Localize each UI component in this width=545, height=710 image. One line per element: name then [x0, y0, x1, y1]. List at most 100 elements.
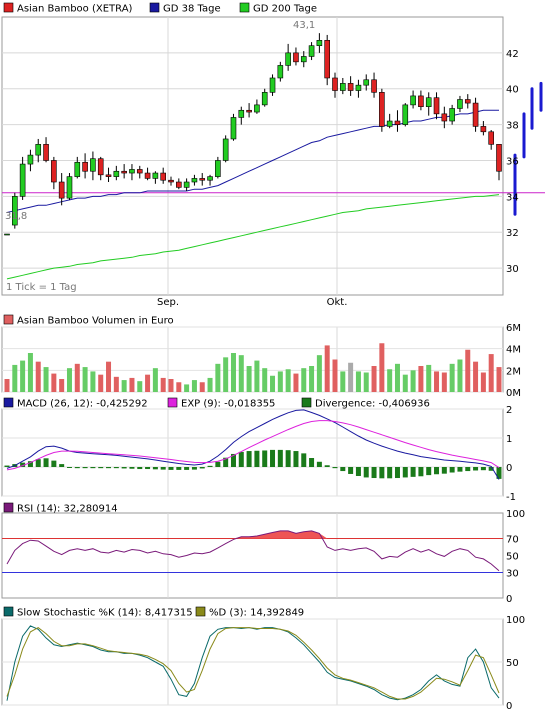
- divergence-bar: [4, 465, 10, 467]
- candle-body: [82, 161, 88, 172]
- divergence-bar: [113, 467, 119, 469]
- divergence-bar: [59, 464, 65, 467]
- candle-body: [394, 120, 401, 125]
- divergence-bar: [176, 467, 182, 470]
- volume-bar: [191, 380, 197, 392]
- volume-bar: [363, 372, 369, 392]
- macd-line: [6, 409, 500, 480]
- divergence-bar: [129, 467, 135, 469]
- volume-bar: [465, 349, 471, 392]
- candle-body: [300, 56, 307, 63]
- divergence-bar: [496, 467, 502, 479]
- divergence-bar: [441, 467, 447, 474]
- macd-legend-label: EXP (9): -0,018355: [181, 399, 275, 410]
- divergence-bar: [27, 461, 33, 467]
- volume-bar: [449, 363, 455, 392]
- divergence-bar: [238, 451, 244, 467]
- exp-line: [6, 420, 500, 471]
- price-legend-swatch: [3, 2, 14, 13]
- divergence-bar: [309, 458, 315, 467]
- y-tick-stoch: 50: [506, 658, 519, 669]
- stoch-d-line: [6, 627, 500, 700]
- price-legend-label: Asian Bamboo (XETRA): [17, 4, 133, 15]
- macd-legend-swatch: [167, 397, 178, 408]
- volume-bar: [309, 366, 315, 392]
- volume-bar: [480, 372, 486, 392]
- volume-bar: [35, 361, 41, 392]
- divergence-bar: [371, 467, 377, 479]
- candle-body: [238, 109, 245, 118]
- divergence-bar: [410, 467, 416, 477]
- candle-body: [66, 176, 73, 199]
- x-label-sep: Sep.: [157, 297, 179, 308]
- volume-bar: [74, 363, 80, 392]
- macd-legend-label: Divergence: -0,406936: [315, 399, 430, 410]
- divergence-bar: [223, 457, 229, 467]
- volume-bar: [199, 382, 205, 392]
- candle-body: [496, 144, 502, 172]
- divergence-bar: [301, 453, 307, 467]
- axis-labels: 42 40 38 36 34 32 30 6M 4M 2M 0M 2 1 0 -1 100 70 50 30 0 100…: [506, 49, 525, 710]
- gd200-line: [6, 194, 500, 280]
- volume-bar: [66, 368, 72, 392]
- price-legend-label: GD 38 Tage: [163, 4, 221, 15]
- y-tick-volume: 2M: [506, 366, 521, 377]
- candle-body: [35, 144, 42, 156]
- candle-body: [269, 77, 276, 93]
- volume-bar: [184, 384, 190, 392]
- candle-body: [410, 95, 416, 106]
- macd-legend-swatch: [3, 397, 14, 408]
- candle-body: [51, 160, 57, 183]
- volume-bar: [4, 379, 10, 392]
- divergence-bar: [254, 450, 260, 467]
- candle-body: [308, 45, 315, 57]
- candle-body: [464, 99, 471, 104]
- divergence-bar: [184, 467, 190, 470]
- volume-bar: [285, 369, 291, 392]
- divergence-bar: [285, 450, 291, 467]
- divergence-bar: [98, 467, 104, 469]
- volume-bar: [207, 377, 213, 392]
- candle-body: [43, 144, 49, 161]
- divergence-bar: [199, 467, 205, 469]
- divergence-bar: [145, 467, 151, 470]
- volume-bar: [129, 377, 135, 392]
- candle-body: [449, 108, 455, 122]
- volume-bar: [355, 371, 361, 392]
- divergence-bar: [363, 467, 369, 478]
- candle-body: [160, 172, 166, 181]
- macd-panel: [4, 409, 502, 480]
- divergence-bar: [355, 467, 361, 476]
- volume-bar: [145, 374, 151, 392]
- candle-body: [293, 52, 299, 63]
- divergence-bar: [465, 467, 471, 472]
- y-tick-macd: 1: [506, 434, 512, 445]
- divergence-bar: [191, 467, 197, 470]
- price-high-annotation: 43,1: [293, 20, 315, 31]
- stochastic-panel: [6, 625, 500, 701]
- price-panel: [2, 33, 545, 280]
- volume-bar: [418, 366, 424, 392]
- candle-body: [215, 160, 221, 177]
- volume-bar: [457, 359, 463, 392]
- divergence-bar: [473, 467, 479, 471]
- y-tick-volume: 4M: [506, 345, 521, 356]
- candle-body: [332, 77, 338, 91]
- volume-bar: [137, 381, 143, 392]
- volume-bar: [441, 372, 447, 392]
- candle-body: [472, 102, 479, 127]
- volume-bar: [43, 367, 49, 392]
- divergence-bar: [277, 449, 283, 467]
- candle-body: [379, 92, 385, 127]
- stoch-legend-label: %D (3): 14,392849: [209, 608, 304, 619]
- volume-bar: [402, 374, 408, 392]
- divergence-bar: [394, 467, 400, 479]
- volume-bar: [301, 368, 307, 392]
- divergence-bar: [230, 453, 236, 467]
- divergence-bar: [20, 462, 26, 467]
- volume-bar: [238, 355, 244, 392]
- candle-body: [246, 109, 252, 113]
- candle-body: [136, 169, 143, 174]
- candle-body: [316, 40, 323, 46]
- divergence-bar: [348, 467, 354, 474]
